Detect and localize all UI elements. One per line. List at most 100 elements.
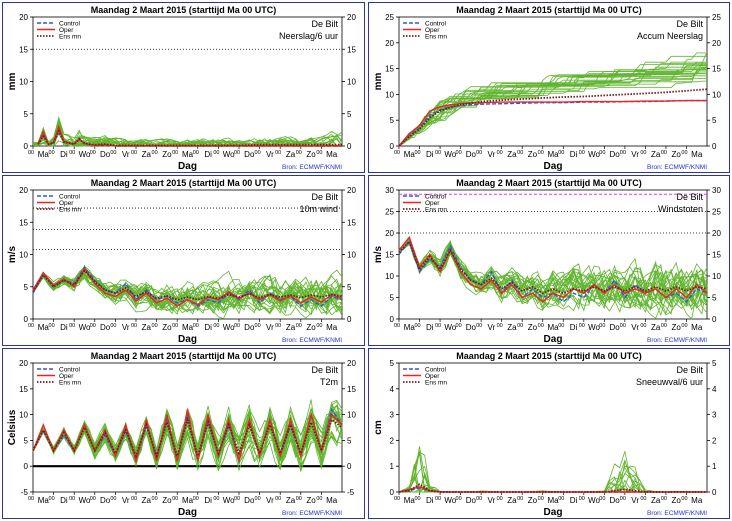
x-day-label: Vr: [631, 323, 639, 332]
x-hour-label: 00: [172, 323, 178, 329]
legend-label: Oper: [59, 27, 74, 34]
chart-header: Maandag 2 Maart 2015 (starttijd Ma 00 UT…: [456, 351, 642, 361]
x-day-label: Di: [426, 150, 434, 159]
x-day-label: Zo: [162, 323, 172, 332]
ensemble-member-line: [32, 125, 343, 147]
x-day-label: Ma: [182, 496, 194, 505]
x-day-label: Za: [142, 496, 152, 505]
y-tick-label-right: 25: [712, 208, 721, 217]
ensemble-member-line: [32, 272, 343, 314]
x-hour-label: 00: [640, 150, 646, 156]
legend-label: Ens mn: [425, 380, 447, 387]
x-day-label: Zo: [306, 323, 316, 332]
y-tick-label-left: 20: [385, 39, 394, 48]
x-hour-label: 00: [316, 150, 322, 156]
ensemble-member-line: [398, 465, 707, 493]
x-day-label: Vr: [488, 496, 496, 505]
variable-subtitle: T2m: [320, 377, 338, 387]
x-hour-label: 00: [681, 150, 687, 156]
x-hour-label: 00: [681, 323, 687, 329]
ensemble-members: [398, 51, 708, 147]
y-axis-label: mm: [373, 73, 384, 91]
station-name: De Bilt: [676, 192, 703, 202]
legend-label: Control: [425, 367, 447, 374]
x-day-label: Zo: [672, 323, 682, 332]
x-day-label: Za: [142, 323, 152, 332]
y-tick-label-left: 3: [390, 411, 395, 420]
x-hour-label: 00: [681, 496, 687, 502]
x-hour-label: 00: [90, 323, 96, 329]
series-control-line: [398, 240, 708, 303]
x-hour-label: 00: [296, 150, 302, 156]
x-hour-label: 00: [599, 323, 605, 329]
y-tick-label-left: 20: [19, 359, 28, 368]
x-axis-label: Dag: [178, 161, 197, 172]
ensemble-member-line: [398, 460, 707, 493]
y-tick-label-left: -5: [21, 488, 29, 497]
x-hour-label: 00: [394, 496, 400, 502]
x-day-label: Di: [60, 323, 68, 332]
station-name: De Bilt: [311, 19, 338, 29]
chart-header: Maandag 2 Maart 2015 (starttijd Ma 00 UT…: [91, 351, 277, 361]
x-hour-label: 00: [558, 150, 564, 156]
chart-svg: Maandag 2 Maart 2015 (starttijd Ma 00 UT…: [373, 178, 721, 345]
x-day-label: Zo: [528, 323, 538, 332]
legend-label: Ens mn: [59, 380, 81, 387]
x-hour-label: 00: [234, 150, 240, 156]
y-tick-label-right: 4: [712, 385, 717, 394]
x-hour-label: 00: [579, 496, 585, 502]
y-tick-label-left: 20: [385, 229, 394, 238]
x-hour-label: 00: [152, 496, 158, 502]
x-day-label: Di: [570, 150, 578, 159]
station-name: De Bilt: [676, 365, 703, 375]
x-hour-label: 00: [152, 323, 158, 329]
ensemble-members: [398, 446, 708, 494]
y-axis-label: cm: [373, 420, 384, 435]
y-tick-label-left: 0: [390, 142, 395, 151]
x-day-label: Do: [466, 323, 477, 332]
ensemble-members: [32, 264, 343, 319]
x-hour-label: 00: [49, 150, 55, 156]
x-hour-label: 00: [640, 496, 646, 502]
x-hour-label: 00: [661, 496, 667, 502]
x-hour-label: 00: [517, 150, 523, 156]
y-tick-label-right: 0: [712, 315, 717, 324]
x-hour-label: 00: [69, 496, 75, 502]
legend-label: Control: [59, 367, 81, 374]
x-hour-label: 00: [640, 323, 646, 329]
x-hour-label: 00: [517, 496, 523, 502]
source-credit: Bron: ECMWF/KNMI: [282, 164, 342, 171]
x-day-label: Vr: [488, 150, 496, 159]
x-hour-label: 00: [456, 496, 462, 502]
ensemble-members: [398, 236, 708, 320]
x-hour-label: 00: [255, 496, 261, 502]
chart-header: Maandag 2 Maart 2015 (starttijd Ma 00 UT…: [91, 5, 277, 15]
y-tick-label-right: 20: [712, 229, 721, 238]
x-day-label: Ma: [547, 323, 559, 332]
x-day-label: Do: [244, 323, 255, 332]
x-hour-label: 00: [456, 150, 462, 156]
ensemble-member-line: [398, 80, 707, 147]
x-day-label: Di: [204, 323, 212, 332]
y-tick-label-right: 20: [347, 186, 356, 195]
y-tick-label-right: 0: [712, 488, 717, 497]
ensemble-member-line: [32, 272, 343, 314]
x-day-label: Ma: [547, 150, 559, 159]
x-day-label: Ma: [691, 150, 703, 159]
x-day-label: Ma: [182, 150, 194, 159]
legend-label: Oper: [425, 200, 440, 207]
series-ensmean-line: [32, 269, 343, 301]
x-hour-label: 00: [152, 150, 158, 156]
chart-svg: Maandag 2 Maart 2015 (starttijd Ma 00 UT…: [373, 5, 721, 172]
x-day-label: Ma: [691, 323, 703, 332]
y-tick-label-right: 15: [347, 45, 356, 54]
x-day-label: Za: [507, 496, 517, 505]
y-tick-label-right: 0: [712, 142, 717, 151]
ensemble-member-line: [398, 450, 707, 493]
x-day-label: Wo: [79, 323, 91, 332]
x-day-label: Za: [142, 150, 152, 159]
x-day-label: Zo: [528, 496, 538, 505]
x-day-label: Ma: [547, 496, 559, 505]
